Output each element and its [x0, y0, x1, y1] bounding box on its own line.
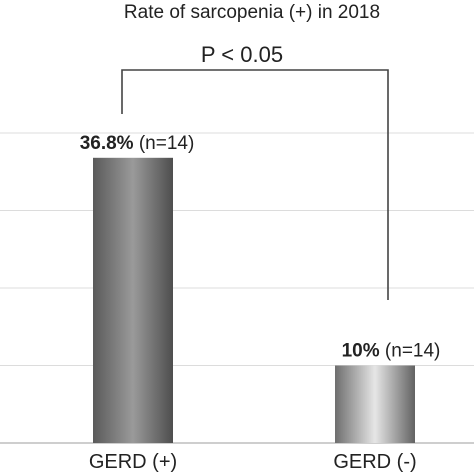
category-label-2: GERD (-)	[333, 451, 416, 473]
data-label-1: 36.8% (n=14)	[80, 133, 195, 154]
value-label: 36.8%	[80, 133, 134, 154]
data-label-2: 10% (n=14)	[342, 341, 441, 362]
n-label: (n=14)	[380, 341, 441, 362]
category-label-1: GERD (+)	[89, 451, 177, 473]
significance-bracket	[121, 69, 389, 300]
chart-title: Rate of sarcopenia (+) in 2018	[124, 2, 380, 23]
bar-2	[335, 365, 415, 443]
bars-group	[93, 157, 415, 444]
bar-1	[93, 157, 173, 444]
n-label: (n=14)	[134, 133, 195, 154]
value-label: 10%	[342, 341, 380, 362]
labels-group: 36.8% (n=14) GERD (+) 10% (n=14) GERD (-)	[80, 133, 441, 473]
significance-label: P < 0.05	[201, 42, 283, 67]
gridlines	[0, 132, 474, 366]
